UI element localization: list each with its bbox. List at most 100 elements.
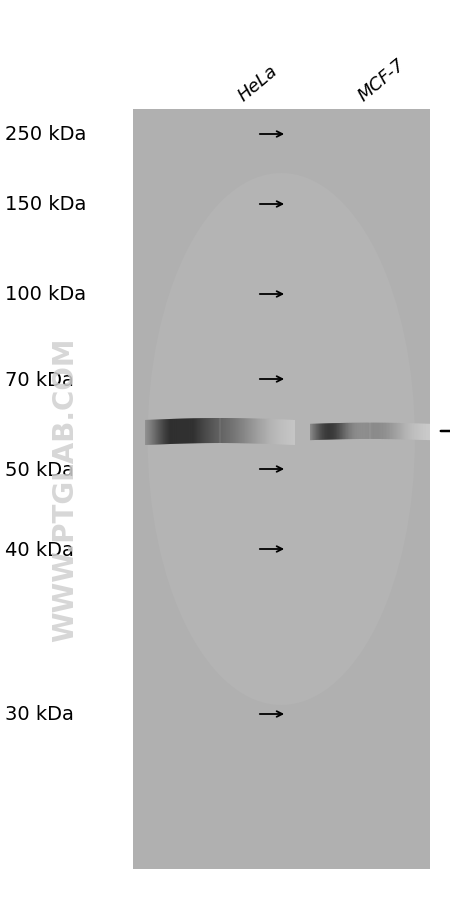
Polygon shape [421, 424, 422, 440]
Polygon shape [272, 419, 273, 445]
Polygon shape [147, 420, 148, 446]
Polygon shape [234, 419, 235, 444]
Polygon shape [331, 424, 332, 440]
Polygon shape [284, 420, 285, 445]
Polygon shape [164, 419, 165, 445]
Polygon shape [370, 423, 371, 439]
Polygon shape [375, 423, 376, 439]
Polygon shape [268, 419, 269, 445]
Polygon shape [407, 424, 408, 440]
Polygon shape [271, 419, 272, 445]
Polygon shape [318, 424, 319, 440]
Polygon shape [252, 419, 253, 444]
Polygon shape [422, 424, 423, 440]
Polygon shape [345, 423, 346, 439]
Polygon shape [362, 423, 363, 439]
Polygon shape [276, 419, 277, 445]
Polygon shape [204, 419, 205, 444]
Polygon shape [244, 419, 245, 444]
Polygon shape [197, 419, 198, 444]
Polygon shape [282, 420, 283, 445]
Polygon shape [380, 423, 381, 439]
Polygon shape [357, 423, 358, 439]
Polygon shape [381, 423, 382, 439]
Polygon shape [166, 419, 167, 445]
Polygon shape [210, 419, 211, 444]
Polygon shape [235, 419, 236, 444]
Polygon shape [394, 423, 395, 439]
Polygon shape [171, 419, 172, 445]
Text: HeLa: HeLa [235, 62, 282, 105]
Polygon shape [267, 419, 268, 445]
Polygon shape [201, 419, 202, 444]
Polygon shape [215, 419, 216, 444]
Polygon shape [343, 423, 344, 440]
Polygon shape [146, 420, 147, 446]
Polygon shape [150, 420, 151, 446]
Polygon shape [222, 419, 223, 444]
Polygon shape [240, 419, 241, 444]
Polygon shape [254, 419, 255, 444]
Polygon shape [269, 419, 270, 445]
Polygon shape [232, 419, 233, 444]
Text: 40 kDa: 40 kDa [5, 540, 74, 559]
Polygon shape [246, 419, 247, 444]
Polygon shape [156, 420, 157, 445]
Polygon shape [341, 424, 342, 440]
Polygon shape [196, 419, 197, 444]
Polygon shape [152, 420, 153, 446]
Polygon shape [287, 420, 288, 446]
Polygon shape [323, 424, 324, 440]
Polygon shape [174, 419, 175, 445]
Polygon shape [188, 419, 189, 444]
Polygon shape [398, 424, 399, 440]
Polygon shape [346, 423, 347, 439]
Polygon shape [390, 423, 391, 439]
Polygon shape [163, 419, 164, 445]
Polygon shape [385, 423, 386, 439]
Polygon shape [179, 419, 180, 444]
Polygon shape [361, 423, 362, 439]
Polygon shape [371, 423, 372, 439]
Text: WWW.PTGLAB.COM: WWW.PTGLAB.COM [51, 337, 79, 641]
Polygon shape [423, 424, 424, 440]
Polygon shape [242, 419, 243, 444]
Polygon shape [192, 419, 193, 444]
Polygon shape [313, 424, 314, 440]
Polygon shape [253, 419, 254, 444]
Polygon shape [351, 423, 352, 439]
Polygon shape [414, 424, 415, 440]
Polygon shape [291, 420, 292, 446]
Polygon shape [420, 424, 421, 440]
Polygon shape [177, 419, 178, 445]
Polygon shape [263, 419, 264, 445]
Polygon shape [231, 419, 232, 444]
Polygon shape [278, 419, 279, 445]
Polygon shape [359, 423, 360, 439]
Polygon shape [393, 423, 394, 439]
Polygon shape [382, 423, 383, 439]
Polygon shape [348, 423, 349, 439]
Polygon shape [404, 424, 405, 440]
Polygon shape [170, 419, 171, 445]
Polygon shape [344, 423, 345, 439]
Polygon shape [180, 419, 181, 444]
Polygon shape [415, 424, 416, 440]
Polygon shape [273, 419, 274, 445]
Polygon shape [195, 419, 196, 444]
Polygon shape [397, 423, 398, 440]
Polygon shape [418, 424, 419, 440]
Polygon shape [245, 419, 246, 444]
Polygon shape [339, 424, 340, 440]
Polygon shape [321, 424, 322, 440]
Polygon shape [259, 419, 260, 444]
Polygon shape [377, 423, 378, 439]
Polygon shape [224, 419, 225, 444]
Polygon shape [239, 419, 240, 444]
Polygon shape [167, 419, 168, 445]
Polygon shape [255, 419, 256, 444]
Polygon shape [395, 423, 396, 439]
Polygon shape [413, 424, 414, 440]
Polygon shape [172, 419, 173, 445]
Polygon shape [363, 423, 364, 439]
